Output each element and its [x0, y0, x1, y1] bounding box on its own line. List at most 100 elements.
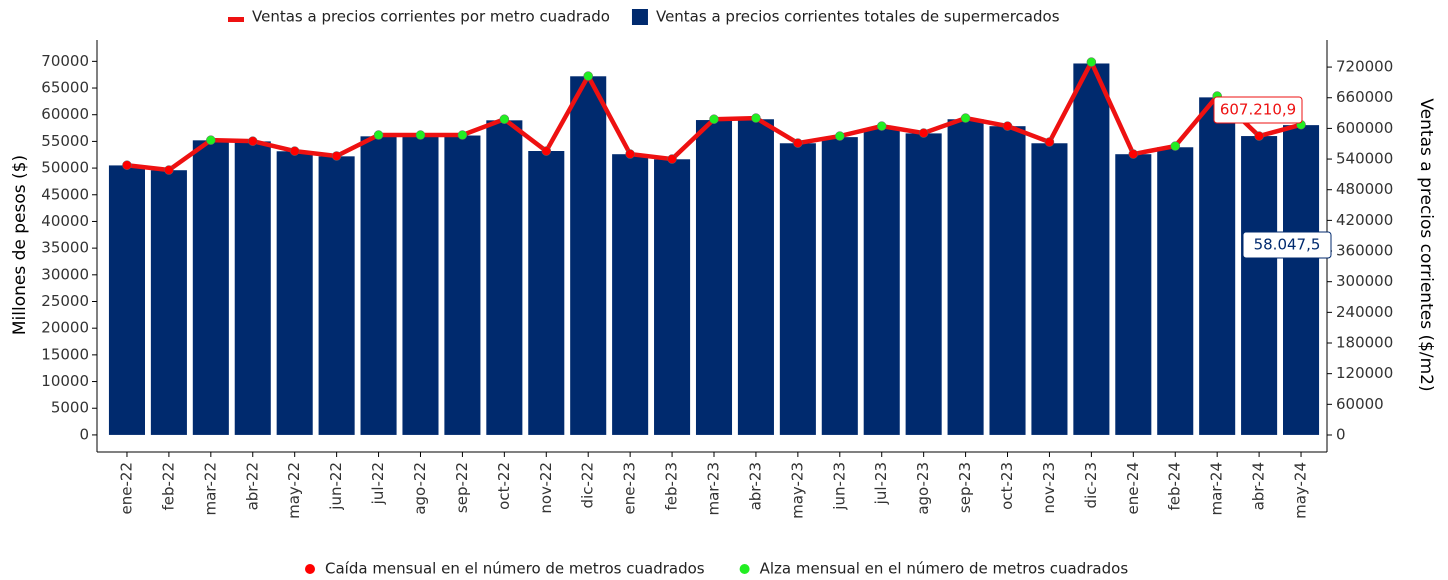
- y-tick-label: 40000: [41, 212, 89, 230]
- y2-tick-label: 120000: [1336, 364, 1393, 382]
- y-axis-title: Millones de pesos ($): [10, 155, 30, 335]
- y-tick-label: 0: [79, 425, 89, 443]
- bar: [360, 136, 397, 435]
- x-tick-label: dic-22: [579, 462, 597, 508]
- x-tick-label: ene-24: [1124, 462, 1142, 514]
- y-tick-label: 15000: [41, 345, 89, 363]
- x-tick-label: oct-22: [495, 462, 513, 510]
- line-point: [457, 130, 468, 140]
- x-tick-label: sep-23: [956, 462, 974, 513]
- y2-tick-label: 300000: [1336, 272, 1393, 290]
- y-tick-label: 55000: [41, 132, 89, 150]
- y2-axis-title: Ventas a precios corrientes ($/m2): [1416, 98, 1436, 391]
- y2-tick-label: 240000: [1336, 303, 1393, 321]
- y2-tick-label: 600000: [1336, 119, 1393, 137]
- legend-swatch: [305, 564, 315, 574]
- legend-label: Alza mensual en el número de metros cuad…: [760, 560, 1129, 578]
- legend-swatch: [631, 9, 648, 25]
- x-tick-label: jun-22: [327, 462, 345, 511]
- line-point: [793, 138, 803, 148]
- y-tick-label: 60000: [41, 105, 89, 123]
- line-point: [499, 114, 510, 124]
- line-point: [248, 136, 258, 146]
- y-tick-label: 25000: [41, 292, 89, 310]
- bar: [486, 120, 523, 435]
- y2-tick-label: 480000: [1336, 180, 1393, 198]
- x-tick-label: ago-22: [411, 462, 429, 515]
- bar: [1199, 97, 1236, 435]
- y-tick-label: 20000: [41, 319, 89, 337]
- line-point: [918, 128, 929, 138]
- line-point: [667, 154, 677, 164]
- bar: [695, 120, 733, 435]
- bar: [1157, 147, 1194, 435]
- y-tick-label: 45000: [41, 185, 89, 203]
- bar: [654, 159, 691, 435]
- value-label: 607.210,9: [1220, 101, 1296, 119]
- line-point: [1002, 121, 1013, 131]
- y-tick-label: 10000: [41, 372, 89, 390]
- bar: [947, 119, 984, 435]
- bar: [1031, 143, 1068, 435]
- bar: [1283, 125, 1320, 435]
- y-tick-label: 65000: [41, 79, 89, 97]
- value-label-box: [1242, 231, 1332, 259]
- x-tick-label: nov-23: [1040, 462, 1058, 514]
- y-tick-label: 5000: [51, 399, 89, 417]
- x-tick-label: nov-22: [537, 462, 555, 514]
- line-point: [835, 131, 845, 141]
- x-tick-label: ene-22: [117, 462, 135, 514]
- bar: [444, 135, 481, 435]
- bar: [234, 141, 271, 435]
- line-point: [751, 113, 761, 123]
- y2-tick-label: 60000: [1336, 395, 1384, 413]
- y2-tick-label: 420000: [1336, 211, 1393, 229]
- y-tick-label: 35000: [41, 239, 89, 257]
- bar: [1241, 136, 1278, 435]
- y2-tick-label: 180000: [1336, 334, 1393, 352]
- y2-tick-label: 660000: [1336, 88, 1393, 106]
- line-point: [1170, 141, 1180, 151]
- line-point: [1044, 137, 1055, 147]
- legend-label: Ventas a precios corrientes totales de s…: [656, 8, 1060, 26]
- y2-tick-label: 360000: [1336, 242, 1393, 260]
- line-point: [541, 146, 552, 156]
- line-point: [1086, 57, 1097, 67]
- y-tick-label: 70000: [41, 52, 89, 70]
- bar: [528, 151, 565, 435]
- x-tick-label: mar-22: [201, 462, 219, 516]
- legend-label: Caída mensual en el número de metros cua…: [325, 560, 705, 578]
- bar: [737, 119, 774, 435]
- x-tick-label: may-24: [1292, 462, 1310, 519]
- line-point: [206, 135, 216, 145]
- y-tick-label: 30000: [41, 265, 89, 283]
- bar: [863, 128, 900, 435]
- bar: [612, 154, 649, 435]
- line-point: [122, 160, 132, 170]
- x-tick-label: abr-24: [1250, 462, 1268, 510]
- line-point: [960, 113, 971, 123]
- line-point: [709, 114, 719, 124]
- legend-label: Ventas a precios corrientes por metro cu…: [252, 8, 610, 26]
- x-tick-label: sep-22: [453, 462, 471, 513]
- bar: [150, 170, 187, 435]
- y-tick-label: 50000: [41, 159, 89, 177]
- x-tick-label: jul-22: [369, 462, 387, 505]
- bar: [276, 151, 313, 435]
- bar: [821, 137, 858, 435]
- value-label-box: [1213, 96, 1303, 124]
- line-point: [1128, 149, 1139, 159]
- line-point: [373, 130, 384, 140]
- line-point: [1254, 131, 1264, 141]
- x-tick-label: feb-22: [159, 462, 177, 511]
- line-point: [583, 71, 593, 81]
- line-point: [164, 165, 174, 175]
- bar: [108, 165, 145, 435]
- bar: [989, 126, 1026, 435]
- x-tick-label: feb-24: [1166, 462, 1184, 511]
- x-tick-label: abr-23: [746, 462, 764, 510]
- x-tick-label: may-22: [285, 462, 303, 519]
- bar: [1115, 154, 1152, 435]
- bar: [192, 140, 229, 435]
